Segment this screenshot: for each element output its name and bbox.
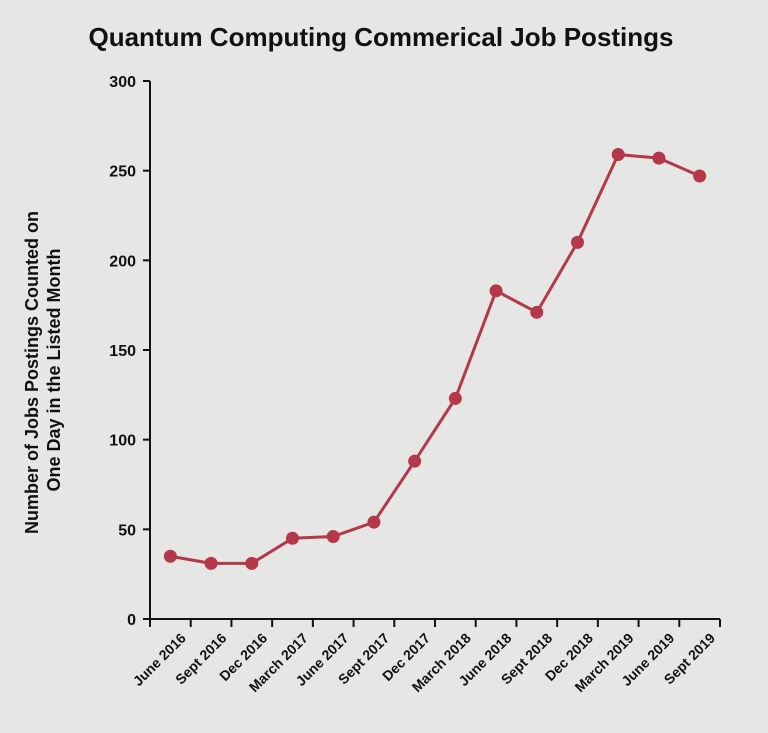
y-tick-label: 50 bbox=[118, 522, 136, 539]
y-tick-label: 150 bbox=[109, 343, 136, 360]
y-tick-label: 0 bbox=[127, 612, 136, 629]
y-axis-label: Number of Jobs Postings Counted on One D… bbox=[22, 206, 64, 534]
series-line bbox=[170, 153, 701, 565]
y-tick-label: 200 bbox=[109, 253, 136, 270]
data-point bbox=[448, 391, 462, 405]
y-tick-label: 300 bbox=[109, 74, 136, 91]
data-point bbox=[489, 284, 503, 298]
data-points bbox=[163, 148, 707, 570]
data-point bbox=[326, 530, 340, 544]
data-point bbox=[286, 531, 299, 545]
y-axis-label-line-2: One Day in the Listed Month bbox=[44, 248, 64, 491]
y-axis-label-line-1: Number of Jobs Postings Counted on bbox=[22, 211, 42, 534]
data-point bbox=[163, 549, 177, 563]
y-tick-label: 100 bbox=[109, 433, 136, 450]
data-point bbox=[652, 151, 666, 165]
data-point bbox=[693, 169, 707, 183]
data-point bbox=[245, 556, 259, 570]
y-axis-ticks: 0 50 100 150 200 250 300 bbox=[109, 74, 150, 629]
data-point bbox=[408, 454, 422, 468]
data-point bbox=[204, 556, 218, 570]
data-point bbox=[530, 305, 544, 319]
y-tick-label: 250 bbox=[109, 164, 136, 181]
data-point bbox=[367, 515, 381, 529]
data-point bbox=[611, 148, 625, 162]
data-point bbox=[571, 235, 584, 249]
chart-title: Quantum Computing Commerical Job Posting… bbox=[88, 22, 673, 52]
